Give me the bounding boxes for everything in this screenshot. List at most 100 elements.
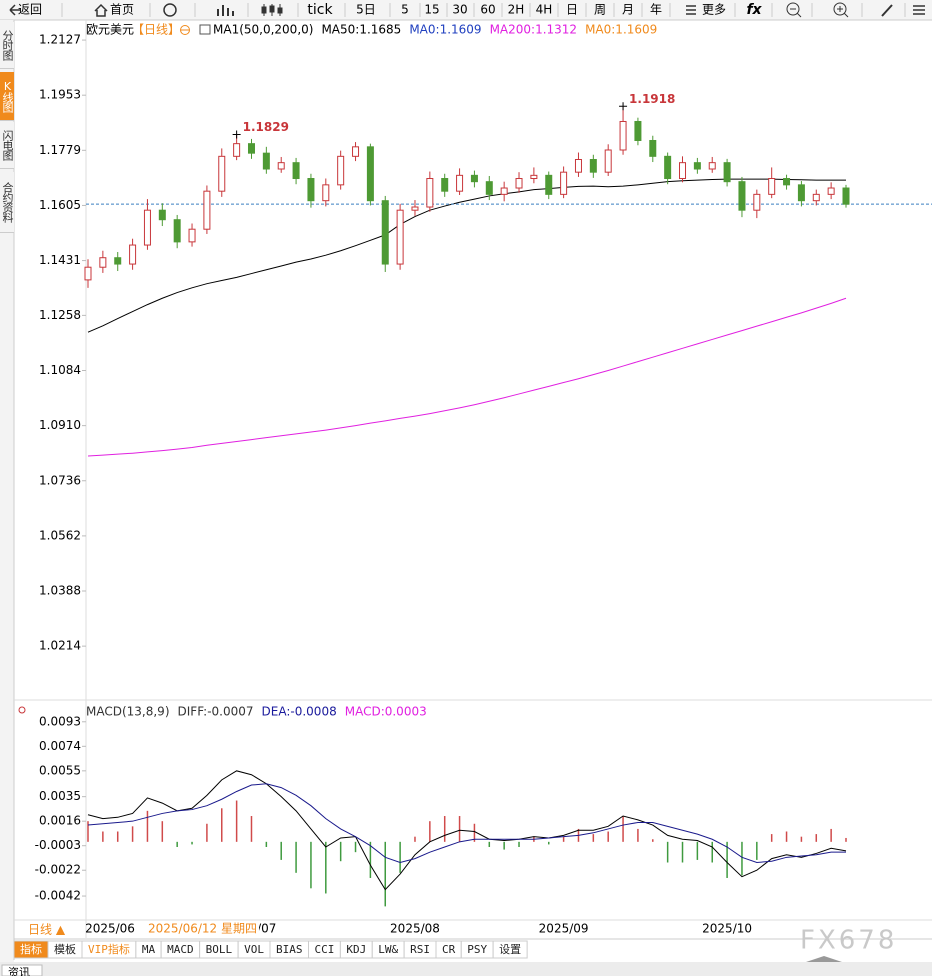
candle-body <box>411 206 419 211</box>
indicator-tab-label[interactable]: RSI <box>410 943 430 956</box>
candle-body <box>783 178 791 186</box>
candle-body <box>797 184 805 202</box>
candle-body <box>203 190 211 230</box>
indicator-tab[interactable] <box>492 940 528 959</box>
toolbar-button[interactable]: 更多 <box>702 3 726 17</box>
candle-body <box>84 266 92 281</box>
indicator-tab-label[interactable]: 设置 <box>499 943 521 956</box>
high-marker <box>232 130 241 139</box>
toolbar-button[interactable]: 返回 <box>18 3 42 17</box>
indicator-tab-label[interactable]: MACD <box>167 943 194 956</box>
draw-icon[interactable] <box>881 4 893 17</box>
y-tick-label: 1.1605 <box>39 198 81 212</box>
y-tick-label: 1.0910 <box>39 418 81 432</box>
y-tick-label: 0.0035 <box>39 789 81 803</box>
sidebar <box>0 20 14 970</box>
legend-entry: MACD(13,8,9) <box>86 705 170 719</box>
candle-body <box>827 187 835 195</box>
side-tab[interactable]: 闪电图 <box>0 122 14 169</box>
legend-entry: MA200:1.1312 <box>490 23 578 37</box>
candle-body <box>307 178 315 202</box>
candle-body <box>664 155 672 180</box>
candle-body <box>604 149 612 173</box>
toolbar-button[interactable]: 5日 <box>356 3 376 17</box>
cursor-date-bg <box>146 922 259 937</box>
toolbar-button[interactable]: 4H <box>536 3 553 17</box>
side-tab[interactable]: K线图 <box>0 72 14 121</box>
legend-entry: MACD:0.0003 <box>345 705 427 719</box>
legend-entry: MA1(50,0,200,0) <box>213 23 313 37</box>
candle-body <box>545 174 553 195</box>
toolbar-button[interactable]: tick <box>307 2 333 18</box>
indicator-tab-label[interactable]: PSY <box>467 943 487 956</box>
toolbar-button[interactable]: 2H <box>508 3 525 17</box>
toolbar-button[interactable]: 60 <box>480 3 495 17</box>
candle-body <box>574 159 582 173</box>
period-label[interactable]: 【日线】 <box>132 23 180 37</box>
indicator-tab-label[interactable]: MA <box>142 943 156 956</box>
candle-body <box>114 257 122 265</box>
candle-body <box>352 146 360 157</box>
x-tick-label: 2025/06 <box>85 922 135 936</box>
zoom-out-icon[interactable] <box>786 2 800 16</box>
y-tick-label: 0.0093 <box>39 714 81 728</box>
candle-body <box>233 143 241 157</box>
y-tick-label: -0.0042 <box>35 889 81 903</box>
candle-body <box>679 162 687 180</box>
candle-body <box>441 178 449 192</box>
list-icon[interactable] <box>913 5 925 15</box>
candle-body <box>500 187 508 195</box>
y-tick-label: 0.0055 <box>39 763 81 777</box>
toolbar-button[interactable]: 首页 <box>110 3 134 17</box>
indicator-tab-label[interactable]: VIP指标 <box>88 942 130 956</box>
indicator-tab-label[interactable]: 模板 <box>54 942 76 956</box>
bar-icon[interactable] <box>217 5 234 16</box>
toolbar-button[interactable]: 30 <box>452 3 467 17</box>
toolbar-button[interactable]: 5 <box>401 3 409 17</box>
candle-body <box>530 174 538 180</box>
y-tick-label: 0.0016 <box>39 814 81 828</box>
indicator-tab-label[interactable]: CCI <box>315 943 335 956</box>
candle-icon[interactable] <box>261 4 283 16</box>
bottom-tab-label[interactable]: 资讯 <box>8 966 30 976</box>
indicator-tab-label[interactable]: VOL <box>244 943 264 956</box>
bottom-strip <box>0 962 932 976</box>
home-icon[interactable] <box>94 3 108 17</box>
menu-icon[interactable] <box>686 5 696 15</box>
zoom-in-icon[interactable] <box>833 2 847 16</box>
toolbar-button[interactable]: 年 <box>650 3 662 17</box>
side-tab[interactable]: 合约资料 <box>0 172 14 233</box>
formula-icon[interactable]: fx <box>746 2 762 18</box>
back-icon[interactable] <box>9 4 20 16</box>
indicator-tab-label[interactable]: CR <box>442 943 456 956</box>
high-label: 1.1918 <box>629 92 675 106</box>
indicator-tab-label[interactable]: 指标 <box>20 942 42 956</box>
zoom-out-icon[interactable] <box>790 8 802 18</box>
macd-settings-icon[interactable] <box>18 706 26 714</box>
toolbar-button[interactable]: 日 <box>566 3 578 17</box>
candle-body <box>366 146 374 202</box>
y-tick-label: -0.0022 <box>35 863 81 877</box>
candle-body <box>485 181 493 195</box>
toolbar-button[interactable]: 月 <box>622 3 634 17</box>
toolbar-button[interactable]: 15 <box>424 3 439 17</box>
indicator-tab-label[interactable]: BOLL <box>206 943 233 956</box>
y-tick-label: 0.0074 <box>39 739 81 753</box>
settings-icon[interactable] <box>180 25 190 35</box>
y-tick-label: 1.1084 <box>39 363 81 377</box>
toolbar-button[interactable]: 周 <box>594 3 606 17</box>
indicator-tab-label[interactable]: BIAS <box>276 943 303 956</box>
indicator-icon[interactable] <box>199 24 211 35</box>
period-selector[interactable]: 日线 ▲ <box>28 923 66 937</box>
refresh-icon[interactable] <box>163 3 177 17</box>
candle-body <box>708 162 716 170</box>
candle-body <box>619 120 627 151</box>
candle-body <box>247 143 255 154</box>
side-tab[interactable]: 分时图 <box>0 22 14 69</box>
candle-body <box>842 187 850 205</box>
indicator-tab-label[interactable]: KDJ <box>346 943 366 956</box>
indicator-tab-label[interactable]: LW& <box>378 943 398 956</box>
bottom-tab[interactable] <box>1 964 43 976</box>
zoom-in-icon[interactable] <box>837 6 849 18</box>
candle-body <box>426 178 434 208</box>
